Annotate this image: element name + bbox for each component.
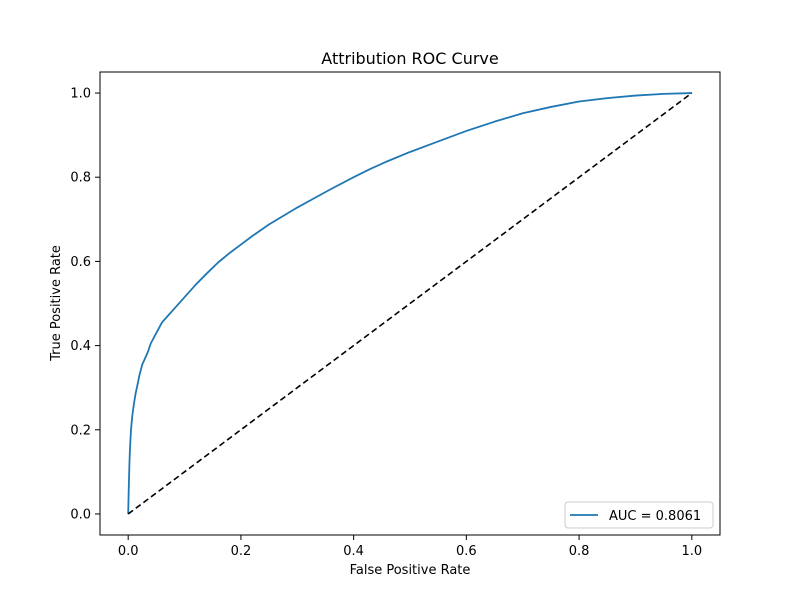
y-axis: 0.0 0.2 0.4 0.6 0.8 1.0 — [70, 87, 100, 522]
roc-curve-line — [127, 92, 692, 514]
y-tick-label: 0.6 — [70, 255, 91, 270]
x-tick-label: 0.8 — [569, 544, 590, 559]
x-axis: 0.0 0.2 0.4 0.6 0.8 1.0 — [118, 535, 702, 559]
y-tick-label: 0.8 — [70, 171, 91, 186]
y-tick-label: 0.2 — [70, 423, 91, 438]
x-tick-label: 0.0 — [118, 544, 139, 559]
x-tick-label: 0.2 — [231, 544, 252, 559]
chart-title: Attribution ROC Curve — [321, 49, 498, 68]
x-axis-label: False Positive Rate — [350, 563, 471, 578]
x-tick-label: 0.6 — [456, 544, 477, 559]
y-tick-label: 0.4 — [70, 339, 91, 354]
x-tick-label: 1.0 — [681, 544, 702, 559]
legend-label: AUC = 0.8061 — [609, 509, 701, 524]
plot-area — [127, 92, 693, 515]
legend-box — [564, 501, 714, 529]
y-tick-label: 1.0 — [70, 87, 91, 102]
x-tick-label: 0.4 — [343, 544, 364, 559]
axes-frame — [99, 71, 721, 536]
y-axis-label: True Positive Rate — [49, 245, 64, 362]
y-tick-label: 0.0 — [70, 507, 91, 522]
chance-diagonal-line — [127, 92, 693, 515]
legend: AUC = 0.8061 — [564, 501, 714, 529]
